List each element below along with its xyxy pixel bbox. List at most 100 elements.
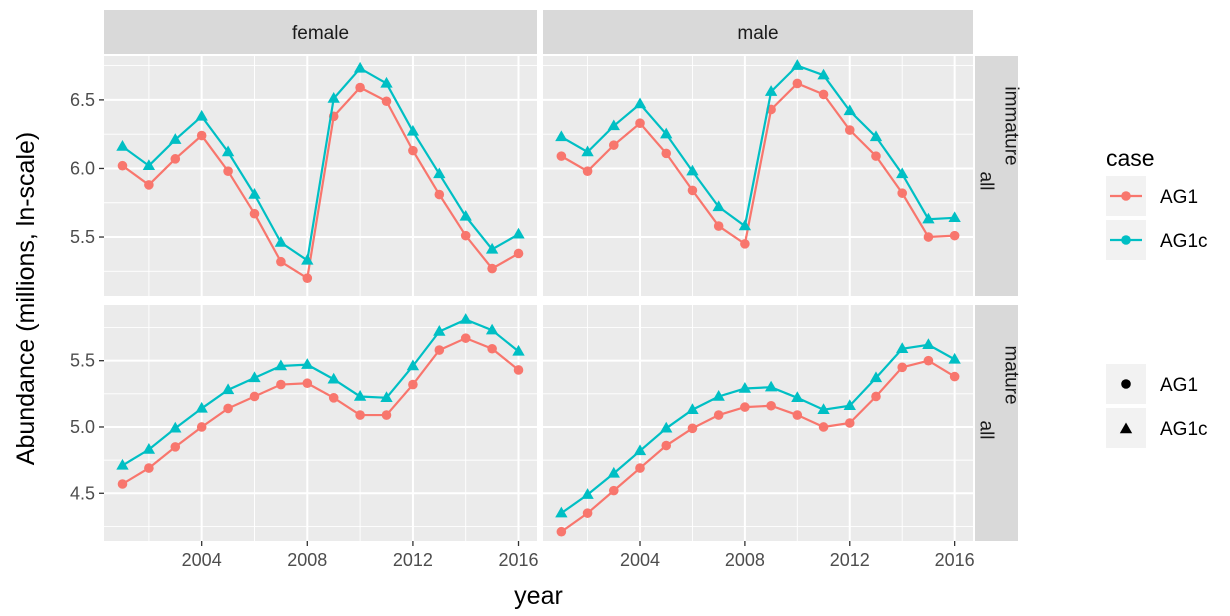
point-AG1-2012: [408, 379, 418, 390]
point-AG1c-2007: [274, 359, 288, 371]
point-AG1c-2005: [221, 383, 235, 395]
point-AG1c-2001: [116, 458, 129, 470]
point-AG1-2005: [223, 403, 233, 414]
x-tick-label: 2004: [620, 550, 660, 570]
legend-key-point: [1121, 235, 1131, 245]
row-strip-label: immature: [1001, 86, 1022, 165]
point-AG1c-2009: [764, 380, 778, 392]
y-tick-label: 5.5: [70, 227, 95, 247]
panel-female-mature: [104, 305, 537, 541]
series-line-AG1: [121, 336, 520, 485]
legend-key-triangle: [1119, 422, 1133, 434]
column-strip-female: female: [104, 10, 537, 54]
point-AG1-2008: [302, 273, 313, 283]
point-AG1-2010: [355, 410, 365, 420]
point-AG1-2013: [434, 345, 445, 355]
legend-label: AG1: [1160, 187, 1198, 208]
x-tick-label: 2008: [287, 550, 327, 570]
point-AG1-2003: [608, 140, 619, 150]
point-AG1c-2002: [142, 443, 156, 454]
series-female-immature: [116, 61, 525, 283]
column-strip-label: female: [292, 23, 349, 44]
point-AG1c-2004: [195, 109, 208, 121]
legend-key-shape-AG1: AG1: [1106, 364, 1198, 404]
legend-title: case: [1106, 145, 1155, 171]
point-AG1-2012: [844, 418, 855, 428]
point-AG1c-2014: [896, 167, 909, 179]
point-AG1c-2009: [327, 372, 340, 384]
point-AG1c-2012: [843, 399, 856, 410]
panel-background: [543, 305, 973, 541]
point-AG1c-2006: [248, 371, 261, 383]
point-AG1-2009: [328, 393, 339, 403]
point-AG1c-2005: [660, 421, 673, 433]
point-AG1-2011: [818, 422, 829, 432]
x-tick-label: 2012: [393, 550, 433, 570]
point-AG1-2014: [460, 230, 471, 241]
point-AG1-2002: [582, 166, 593, 176]
point-AG1-2012: [408, 145, 418, 156]
point-AG1-2005: [661, 148, 672, 159]
panel-female-immature: [104, 56, 537, 296]
point-AG1c-2012: [406, 124, 420, 136]
column-strip-label: male: [737, 23, 778, 44]
point-AG1c-2005: [660, 127, 673, 139]
x-tick-label: 2016: [935, 550, 975, 570]
point-AG1-2016: [513, 365, 524, 375]
point-AG1c-2008: [738, 382, 752, 393]
series-female-mature: [116, 313, 525, 489]
point-AG1c-2016: [948, 211, 961, 223]
point-AG1c-2014: [459, 209, 472, 221]
point-AG1c-2002: [142, 159, 156, 170]
point-AG1-2015: [923, 232, 934, 242]
legend-key-point: [1121, 191, 1131, 201]
series-line-AG1c: [121, 318, 520, 467]
point-AG1c-2007: [712, 389, 725, 401]
point-AG1c-2004: [633, 444, 647, 456]
legend-label: AG1c: [1160, 419, 1208, 440]
x-tick-label: 2016: [498, 550, 538, 570]
point-AG1c-2015: [485, 242, 499, 254]
legend-label: AG1: [1160, 375, 1198, 396]
point-AG1c-2002: [581, 488, 594, 499]
series-line-AG1: [560, 359, 956, 533]
legend-key-shape-AG1c: AG1c: [1106, 408, 1208, 448]
point-AG1c-2001: [555, 130, 568, 142]
series-line-AG1c: [560, 64, 955, 228]
point-AG1c-2016: [512, 227, 525, 239]
point-AG1-2013: [434, 189, 445, 200]
point-AG1c-2012: [406, 359, 420, 371]
legend: case AG1 AG1c AG1 AG1c: [1106, 145, 1208, 448]
point-AG1-2006: [249, 208, 260, 219]
point-AG1-2004: [635, 118, 645, 128]
point-AG1c-2014: [896, 342, 909, 353]
y-axis-title: Abundance (millions, ln-scale): [12, 132, 40, 465]
point-AG1-2011: [818, 89, 829, 100]
series-line-AG1: [560, 82, 955, 246]
point-AG1c-2013: [433, 325, 446, 336]
point-AG1c-2011: [380, 391, 393, 403]
strip-background: [543, 10, 973, 54]
point-AG1-2011: [381, 96, 392, 107]
point-AG1-2011: [381, 410, 392, 420]
point-AG1c-2015: [922, 338, 935, 350]
x-axis-title: year: [514, 582, 563, 610]
point-AG1c-2012: [843, 104, 856, 116]
point-AG1-2013: [871, 391, 881, 402]
point-AG1-2015: [487, 263, 497, 274]
y-tick-label: 6.0: [70, 158, 95, 178]
point-AG1-2016: [949, 371, 960, 382]
row-strip-label: mature: [1001, 345, 1022, 404]
point-AG1c-2009: [327, 92, 340, 103]
point-AG1-2002: [144, 463, 154, 473]
legend-key-color-AG1c: AG1c: [1106, 220, 1208, 260]
point-AG1c-2005: [221, 145, 235, 157]
point-AG1c-2010: [791, 391, 804, 403]
legend-key-color-AG1: AG1: [1106, 176, 1198, 216]
point-AG1-2004: [635, 463, 645, 473]
point-AG1c-2011: [817, 403, 830, 414]
point-AG1c-2004: [195, 401, 208, 413]
